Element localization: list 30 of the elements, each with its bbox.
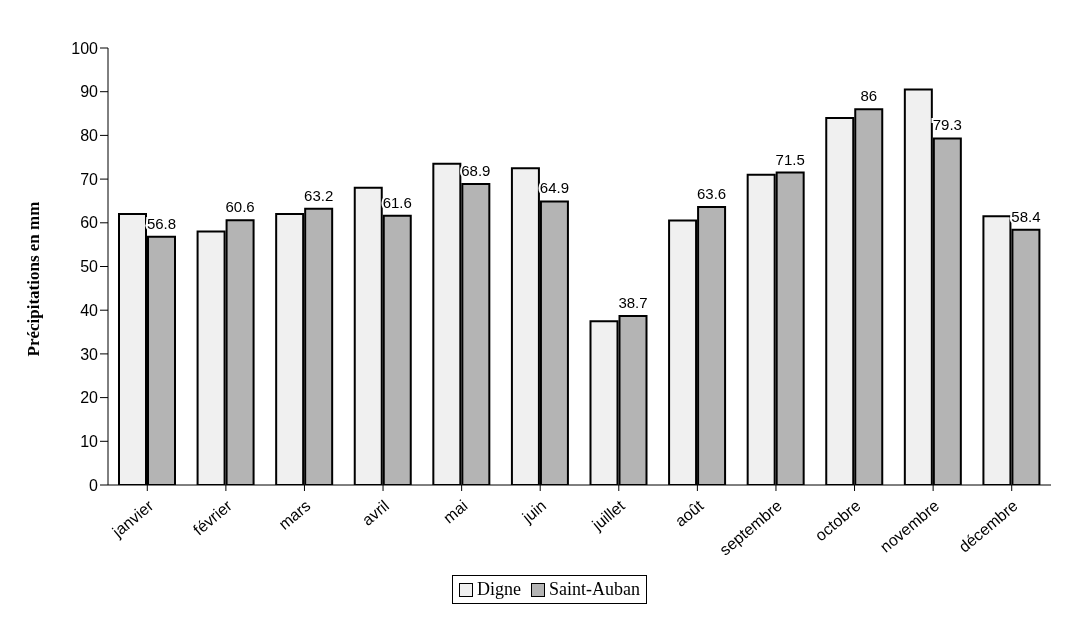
y-tick-label: 0 — [89, 476, 99, 494]
data-label: 61.6 — [382, 193, 412, 211]
data-label: 58.4 — [1011, 207, 1041, 225]
y-tick-label: 90 — [80, 83, 99, 101]
data-label: 56.8 — [146, 214, 177, 232]
x-tick-label: août — [671, 496, 707, 530]
data-label: 38.7 — [618, 293, 648, 311]
y-tick-label: 40 — [80, 301, 99, 319]
x-tick-label: mai — [440, 496, 471, 527]
x-tick-label: juin — [518, 496, 550, 527]
y-tick-label: 70 — [80, 170, 99, 188]
y-tick-label: 60 — [80, 214, 99, 232]
x-tick-label: avril — [358, 496, 393, 529]
data-label: 86 — [860, 87, 878, 105]
y-tick-label: 20 — [80, 389, 99, 407]
y-tick-label: 10 — [80, 432, 99, 450]
y-tick-label: 30 — [80, 345, 99, 363]
y-tick-label: 80 — [80, 127, 99, 145]
legend-label: Digne — [477, 579, 521, 600]
data-label: 68.9 — [461, 161, 491, 179]
legend-label: Saint-Auban — [549, 579, 640, 600]
data-label: 63.6 — [696, 185, 727, 203]
y-axis-title: Précipitations en mm — [24, 201, 44, 357]
data-label: 60.6 — [225, 198, 255, 216]
data-label: 63.2 — [304, 186, 334, 204]
data-label: 71.5 — [775, 150, 805, 168]
data-label: 64.9 — [539, 179, 570, 197]
y-tick-label: 100 — [71, 39, 99, 57]
data-label: 79.3 — [932, 116, 962, 134]
y-tick-label: 50 — [80, 258, 99, 276]
